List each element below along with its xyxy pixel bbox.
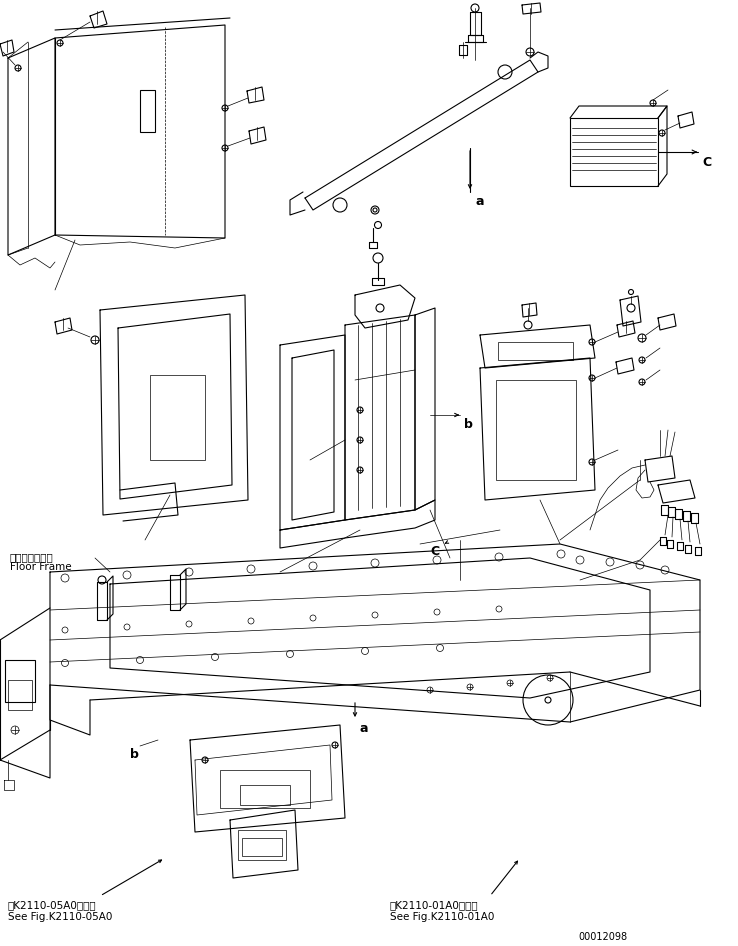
Text: b: b <box>130 748 139 761</box>
Text: 第K2110-05A0図参照: 第K2110-05A0図参照 <box>8 900 97 910</box>
Text: See Fig.K2110-01A0: See Fig.K2110-01A0 <box>390 912 494 922</box>
Bar <box>238 830 286 860</box>
Text: a: a <box>360 722 368 735</box>
Bar <box>150 375 205 460</box>
Text: a: a <box>476 195 485 208</box>
Bar <box>220 770 310 808</box>
Bar <box>570 118 658 186</box>
Bar <box>496 380 576 480</box>
Bar <box>140 90 155 132</box>
Bar <box>5 660 35 702</box>
Bar <box>498 342 573 360</box>
Bar <box>240 785 290 805</box>
Text: b: b <box>464 418 473 431</box>
Text: Floor Frame: Floor Frame <box>10 562 72 572</box>
Text: See Fig.K2110-05A0: See Fig.K2110-05A0 <box>8 912 112 922</box>
Text: C: C <box>702 156 711 169</box>
Text: C: C <box>430 545 439 558</box>
Text: 00012098: 00012098 <box>578 932 627 942</box>
Bar <box>8 680 32 710</box>
Text: 第K2110-01A0図参照: 第K2110-01A0図参照 <box>390 900 479 910</box>
Text: フロアフレーム: フロアフレーム <box>10 552 54 562</box>
Bar <box>242 838 282 856</box>
